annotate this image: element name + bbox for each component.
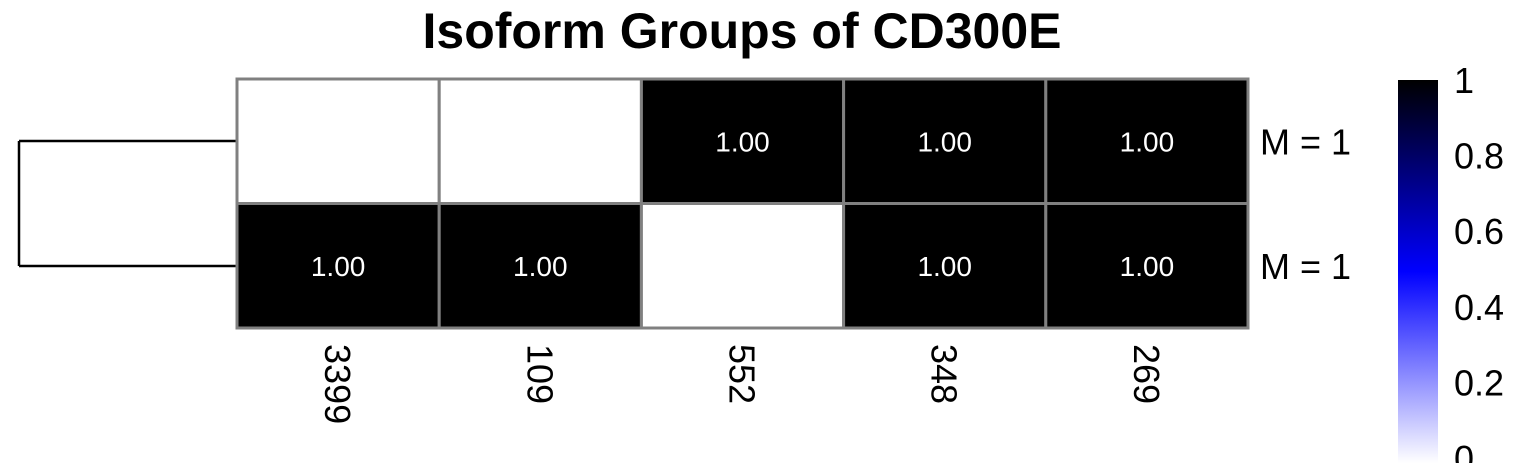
legend-tick-label: 1 bbox=[1454, 60, 1474, 101]
cell-value-label: 1.00 bbox=[917, 251, 972, 282]
column-label: 348 bbox=[924, 344, 965, 404]
column-label: 269 bbox=[1126, 344, 1167, 404]
heatmap-cell bbox=[437, 77, 643, 205]
heatmap-cell bbox=[235, 77, 441, 205]
column-label: 552 bbox=[722, 344, 763, 404]
heatmap-cell bbox=[639, 202, 846, 330]
heatmap-cell bbox=[235, 202, 441, 330]
legend-tick-label: 0.4 bbox=[1454, 287, 1504, 328]
heatmap-cell bbox=[639, 77, 846, 205]
legend-tick-label: 0 bbox=[1454, 438, 1474, 463]
heatmap-cell bbox=[437, 202, 643, 330]
row-label: M = 1 bbox=[1260, 246, 1351, 287]
row-dendrogram bbox=[17, 139, 237, 268]
heatmap-cell bbox=[1044, 202, 1250, 330]
cell-value-label: 1.00 bbox=[1120, 126, 1175, 157]
cell-value-label: 1.00 bbox=[513, 251, 568, 282]
heatmap-cells: 1.00 1.00 1.00 1.00 1.00 1.00 1.00 bbox=[235, 77, 1250, 330]
heatmap-cell bbox=[842, 77, 1048, 205]
heatmap-cell bbox=[842, 202, 1048, 330]
chart-title: Isoform Groups of CD300E bbox=[423, 3, 1062, 59]
cell-value-label: 1.00 bbox=[715, 126, 770, 157]
cell-value-label: 1.00 bbox=[311, 251, 366, 282]
cell-value-label: 1.00 bbox=[1120, 251, 1175, 282]
cell-value-label: 1.00 bbox=[917, 126, 972, 157]
legend-ticks: 1 0.8 0.6 0.4 0.2 0 bbox=[1454, 60, 1504, 463]
column-label: 109 bbox=[519, 344, 560, 404]
legend-tick-label: 0.8 bbox=[1454, 136, 1504, 177]
column-label: 3399 bbox=[317, 344, 358, 424]
column-labels: 3399 109 552 348 269 bbox=[317, 344, 1167, 424]
legend-color-bar bbox=[1398, 80, 1438, 463]
legend-tick-label: 0.6 bbox=[1454, 211, 1504, 252]
legend-tick-label: 0.2 bbox=[1454, 362, 1504, 403]
heatmap-cell bbox=[1044, 77, 1250, 205]
row-labels: M = 1 M = 1 bbox=[1260, 121, 1351, 287]
row-label: M = 1 bbox=[1260, 121, 1351, 162]
